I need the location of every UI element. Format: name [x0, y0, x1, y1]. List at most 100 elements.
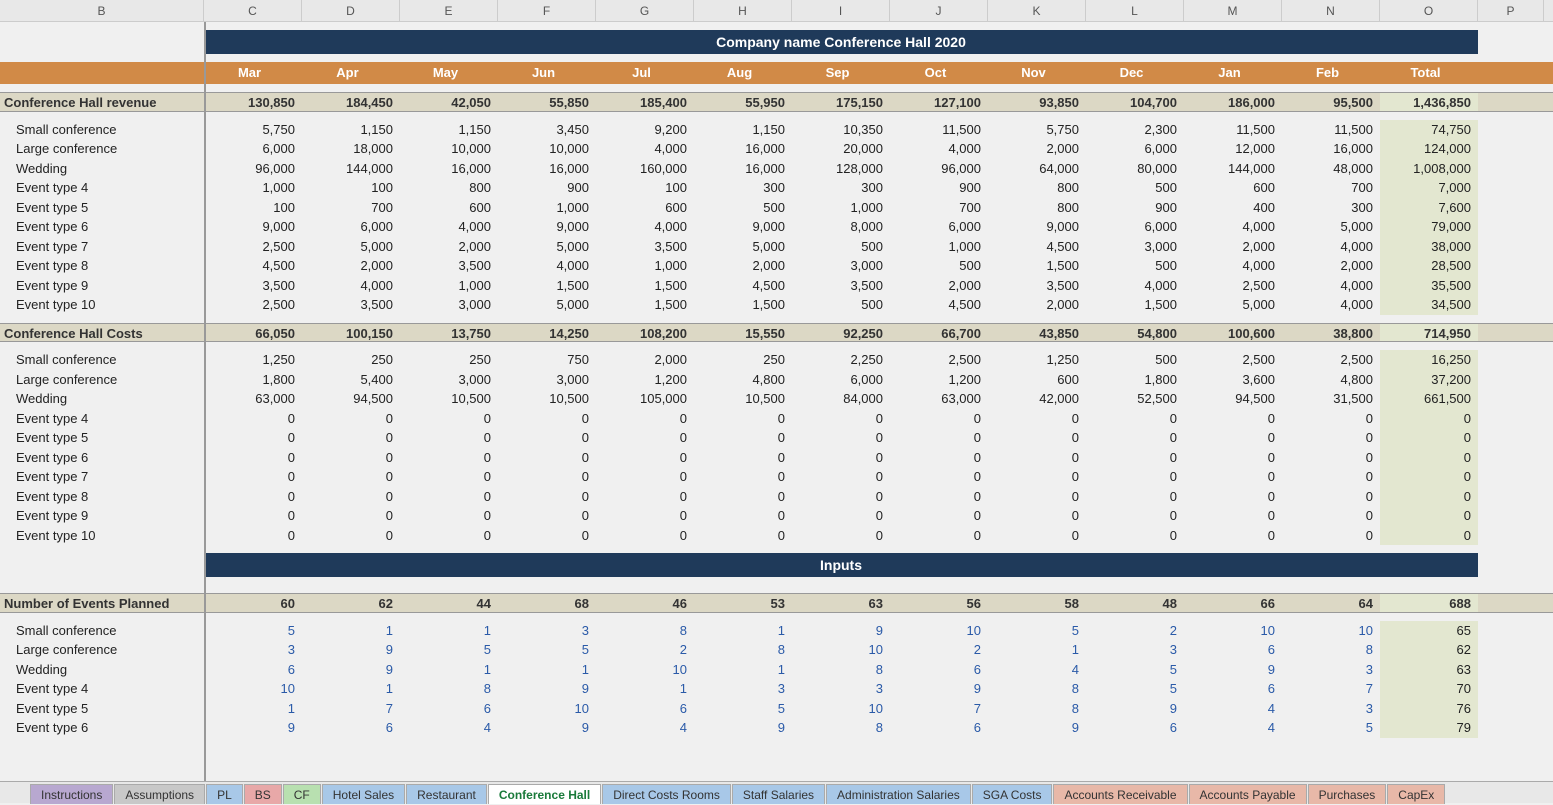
data-cell[interactable]: 5 [694, 699, 792, 719]
data-cell[interactable]: 4,800 [694, 370, 792, 390]
data-cell[interactable]: 10,000 [400, 139, 498, 159]
data-cell[interactable]: 5,750 [988, 120, 1086, 140]
data-cell[interactable]: 0 [204, 428, 302, 448]
data-cell[interactable]: 0 [792, 409, 890, 429]
tab-pl[interactable]: PL [206, 784, 243, 804]
data-cell[interactable]: 10 [498, 699, 596, 719]
col-header-B[interactable]: B [0, 0, 204, 21]
data-cell[interactable]: 6 [596, 699, 694, 719]
col-header-L[interactable]: L [1086, 0, 1184, 21]
data-cell[interactable]: 2,000 [988, 295, 1086, 315]
data-cell[interactable]: 1,200 [890, 370, 988, 390]
data-cell[interactable]: 7,000 [1380, 178, 1478, 198]
data-cell[interactable]: 9,200 [596, 120, 694, 140]
data-cell[interactable]: 11,500 [1184, 120, 1282, 140]
data-cell[interactable]: 700 [1282, 178, 1380, 198]
col-header-J[interactable]: J [890, 0, 988, 21]
data-cell[interactable]: 1,500 [1086, 295, 1184, 315]
data-cell[interactable]: 5 [1086, 660, 1184, 680]
data-cell[interactable]: 7 [890, 699, 988, 719]
data-cell[interactable]: 0 [1380, 409, 1478, 429]
data-cell[interactable]: 4,500 [204, 256, 302, 276]
data-cell[interactable]: 5,000 [694, 237, 792, 257]
data-cell[interactable]: 500 [1086, 256, 1184, 276]
data-cell[interactable]: 6,000 [890, 217, 988, 237]
data-cell[interactable]: 2,000 [988, 139, 1086, 159]
col-header-H[interactable]: H [694, 0, 792, 21]
tab-direct-costs-rooms[interactable]: Direct Costs Rooms [602, 784, 731, 804]
tab-capex[interactable]: CapEx [1387, 784, 1445, 804]
data-cell[interactable]: 700 [890, 198, 988, 218]
data-cell[interactable]: 63,000 [204, 389, 302, 409]
data-cell[interactable]: 0 [890, 506, 988, 526]
data-cell[interactable]: 0 [1282, 409, 1380, 429]
data-cell[interactable]: 5 [204, 621, 302, 641]
data-cell[interactable]: 0 [1086, 467, 1184, 487]
tab-accounts-payable[interactable]: Accounts Payable [1189, 784, 1307, 804]
data-cell[interactable]: 4 [400, 718, 498, 738]
data-cell[interactable]: 2,500 [1184, 350, 1282, 370]
data-cell[interactable]: 0 [400, 526, 498, 546]
data-cell[interactable]: 3,000 [400, 295, 498, 315]
data-cell[interactable]: 0 [890, 428, 988, 448]
data-cell[interactable]: 1,200 [596, 370, 694, 390]
data-cell[interactable]: 0 [498, 428, 596, 448]
data-cell[interactable]: 4,000 [1086, 276, 1184, 296]
data-cell[interactable]: 10,000 [498, 139, 596, 159]
data-cell[interactable]: 11,500 [890, 120, 988, 140]
data-cell[interactable]: 3,450 [498, 120, 596, 140]
data-cell[interactable]: 9 [302, 660, 400, 680]
data-cell[interactable]: 3 [498, 621, 596, 641]
data-cell[interactable]: 0 [1086, 487, 1184, 507]
data-cell[interactable]: 9,000 [988, 217, 1086, 237]
data-cell[interactable]: 300 [1282, 198, 1380, 218]
data-cell[interactable]: 0 [1282, 526, 1380, 546]
data-cell[interactable]: 1 [498, 660, 596, 680]
data-cell[interactable]: 6,000 [792, 370, 890, 390]
data-cell[interactable]: 9,000 [204, 217, 302, 237]
data-cell[interactable]: 4,000 [596, 139, 694, 159]
data-cell[interactable]: 0 [400, 428, 498, 448]
data-cell[interactable]: 31,500 [1282, 389, 1380, 409]
data-cell[interactable]: 700 [302, 198, 400, 218]
data-cell[interactable]: 0 [1184, 409, 1282, 429]
data-cell[interactable]: 0 [792, 428, 890, 448]
data-cell[interactable]: 2 [890, 640, 988, 660]
data-cell[interactable]: 2,500 [1184, 276, 1282, 296]
data-cell[interactable]: 160,000 [596, 159, 694, 179]
data-cell[interactable]: 16,250 [1380, 350, 1478, 370]
data-cell[interactable]: 8 [988, 699, 1086, 719]
data-cell[interactable]: 2,000 [1282, 256, 1380, 276]
data-cell[interactable]: 1,000 [400, 276, 498, 296]
tab-conference-hall[interactable]: Conference Hall [488, 784, 601, 804]
data-cell[interactable]: 5,000 [1282, 217, 1380, 237]
data-cell[interactable]: 74,750 [1380, 120, 1478, 140]
data-cell[interactable]: 500 [1086, 178, 1184, 198]
col-header-D[interactable]: D [302, 0, 400, 21]
data-cell[interactable]: 900 [498, 178, 596, 198]
data-cell[interactable]: 0 [400, 506, 498, 526]
data-cell[interactable]: 0 [988, 526, 1086, 546]
data-cell[interactable]: 3,000 [792, 256, 890, 276]
data-cell[interactable]: 1,500 [988, 256, 1086, 276]
data-cell[interactable]: 0 [792, 526, 890, 546]
data-cell[interactable]: 800 [988, 198, 1086, 218]
data-cell[interactable]: 1,500 [596, 276, 694, 296]
data-cell[interactable]: 600 [596, 198, 694, 218]
tab-administration-salaries[interactable]: Administration Salaries [826, 784, 971, 804]
data-cell[interactable]: 1 [988, 640, 1086, 660]
data-cell[interactable]: 400 [1184, 198, 1282, 218]
data-cell[interactable]: 9 [1184, 660, 1282, 680]
data-cell[interactable]: 0 [204, 409, 302, 429]
data-cell[interactable]: 10 [792, 640, 890, 660]
data-cell[interactable]: 10 [890, 621, 988, 641]
data-cell[interactable]: 1,000 [890, 237, 988, 257]
data-cell[interactable]: 0 [596, 526, 694, 546]
data-cell[interactable]: 3,500 [596, 237, 694, 257]
tab-purchases[interactable]: Purchases [1308, 784, 1387, 804]
data-cell[interactable]: 9 [890, 679, 988, 699]
tab-bs[interactable]: BS [244, 784, 282, 804]
data-cell[interactable]: 8 [400, 679, 498, 699]
data-cell[interactable]: 65 [1380, 621, 1478, 641]
data-cell[interactable]: 4 [596, 718, 694, 738]
